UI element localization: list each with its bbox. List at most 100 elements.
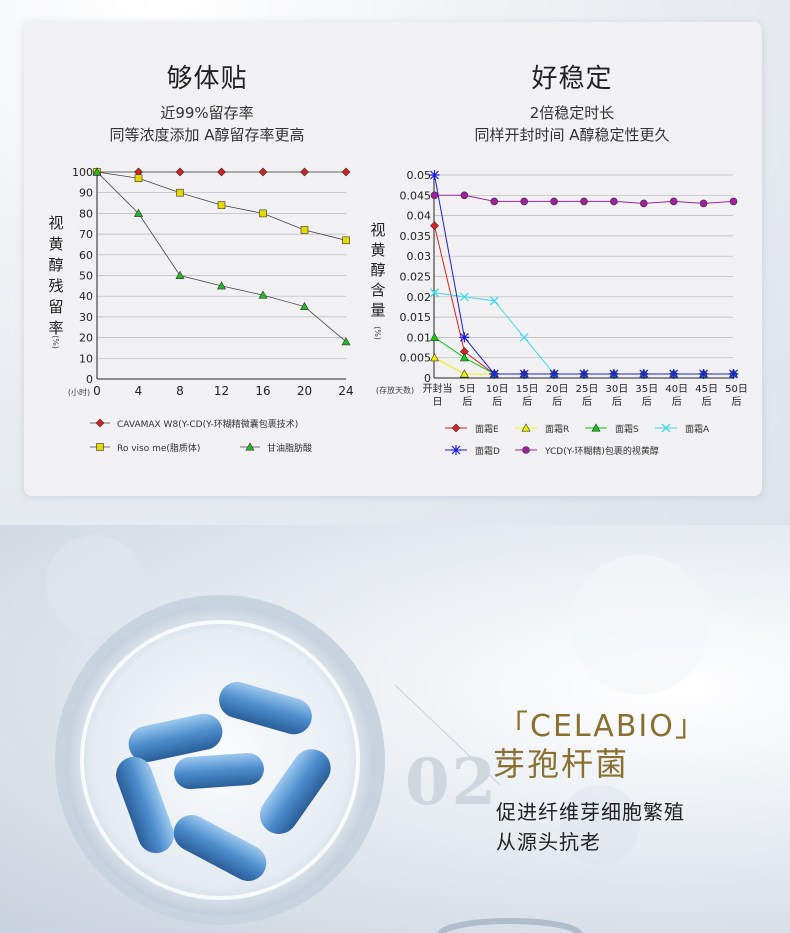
data-point [258,167,268,177]
data-point [341,337,351,346]
x-tick-label: 后 [612,396,622,408]
legend-marker [591,423,601,432]
x-tick-label: 后 [702,396,712,408]
x-tick-label: 35日 [635,384,658,395]
x-tick-label: 24 [338,384,353,398]
right-subtitle-1: 2倍稳定时长 [529,104,615,122]
celabio-section: 02 「CELABIO」 芽孢杆菌 促进纤维芽细胞繁殖 从源头抗老 [0,525,790,933]
x-tick-label: 30日 [606,384,629,395]
y-axis-label: 黄 [48,235,63,253]
legend-marker [521,423,531,432]
data-point [259,209,267,218]
brand-name: 「CELABIO」 [498,709,707,744]
data-point [175,167,185,177]
legend-label: 面霜E [475,424,499,435]
data-point [430,221,439,231]
description-line-1: 促进纤维芽细胞繁殖 [496,800,685,824]
data-point [550,197,558,206]
legend-label: YCD(Y-环糊精)包裹的视黄醇 [544,445,659,457]
legend-marker [451,423,461,433]
legend-label: 面霜S [615,424,639,435]
y-tick-label: 0.01 [407,331,432,344]
data-point [699,199,708,208]
y-tick-label: 0.005 [400,352,432,365]
y-tick-label: 30 [79,311,93,324]
y-tick-label: 20 [79,332,93,345]
data-point [134,174,143,183]
legend-marker [96,443,104,451]
y-unit-label: (%) [51,335,60,349]
data-point [610,197,618,206]
x-tick-label: 0 [93,384,101,398]
data-point [728,368,739,379]
section-number: 02 [405,745,499,820]
x-tick-label: 日 [433,397,443,408]
y-tick-label: 0.02 [407,291,432,304]
legend-label: 甘油脂肪酸 [267,442,312,454]
series-line [434,292,734,375]
left-title: 够体贴 [166,64,248,94]
left-subtitle-2: 同等浓度添加 A醇留存率更高 [109,126,305,144]
retention-chart: 0 10 20 30 40 50 60 70 80 90 100 0 4 8 12 16 20 24 (小时) 视黄醇… [48,166,353,454]
legend-marker [245,442,255,451]
data-point [133,208,144,217]
x-tick-label: 40日 [665,384,688,395]
data-point [549,368,560,379]
y-tick-label: 60 [79,249,93,262]
data-point [258,290,268,299]
data-point [92,167,102,176]
x-tick-label: 16 [255,384,270,398]
series-line [96,171,347,343]
data-point [729,197,738,206]
legend-label: 面霜R [545,424,569,435]
x-unit-label: (存放天数) [376,385,414,395]
data-point [341,167,351,177]
petri-dish-illustration [45,535,710,933]
data-point [489,368,500,379]
left-subtitle-1: 近99%留存率 [160,104,254,122]
y-tick-label: 10 [79,352,93,365]
data-point [176,188,184,197]
data-point [638,368,649,379]
y-tick-label: 0 [424,372,431,385]
data-point [429,170,440,180]
x-tick-label: 20日 [546,384,569,395]
description-line-2: 从源头抗老 [496,830,601,854]
data-point [698,368,709,379]
data-point [175,270,185,279]
y-tick-label: 0.045 [400,189,432,202]
x-tick-label: 50日 [725,384,748,395]
y-tick-label: 0.05 [407,169,432,182]
data-point [300,226,309,234]
y-tick-label: 40 [79,290,93,303]
y-tick-label: 0.035 [400,230,432,243]
legend-label: 面霜A [685,424,710,435]
y-axis-label: 留 [48,298,63,316]
x-tick-label: 后 [552,396,562,408]
x-tick-label: 10日 [486,384,509,395]
legend-label: 面霜D [475,446,500,457]
x-tick-label: 4 [135,384,143,398]
y-tick-label: 90 [79,187,93,200]
x-tick-label: 开封当 [423,382,453,395]
brand-subtitle: 芽孢杆菌 [493,745,630,783]
x-tick-label: 后 [522,396,532,408]
y-tick-label: 0.03 [407,250,432,263]
data-point [520,197,528,206]
y-tick-label: 70 [79,228,93,241]
y-axis-label: 残 [48,277,63,295]
data-point [459,332,470,343]
data-point [639,199,648,208]
legend-marker [522,446,530,454]
y-axis-label: 含 [370,281,385,299]
x-tick-label: 后 [462,396,472,408]
legend-label: CAVAMAX W8(Y-CD(Y-环糊精微囊包裹技术) [117,418,298,430]
x-tick-label: 后 [582,396,592,408]
data-point [217,201,226,209]
x-tick-label: 后 [672,396,682,408]
x-tick-label: 20 [297,384,312,398]
y-tick-label: 0.04 [407,210,432,223]
x-tick-label: 45日 [695,384,718,395]
x-tick-label: 后 [642,396,652,408]
y-tick-label: 0 [86,373,93,386]
